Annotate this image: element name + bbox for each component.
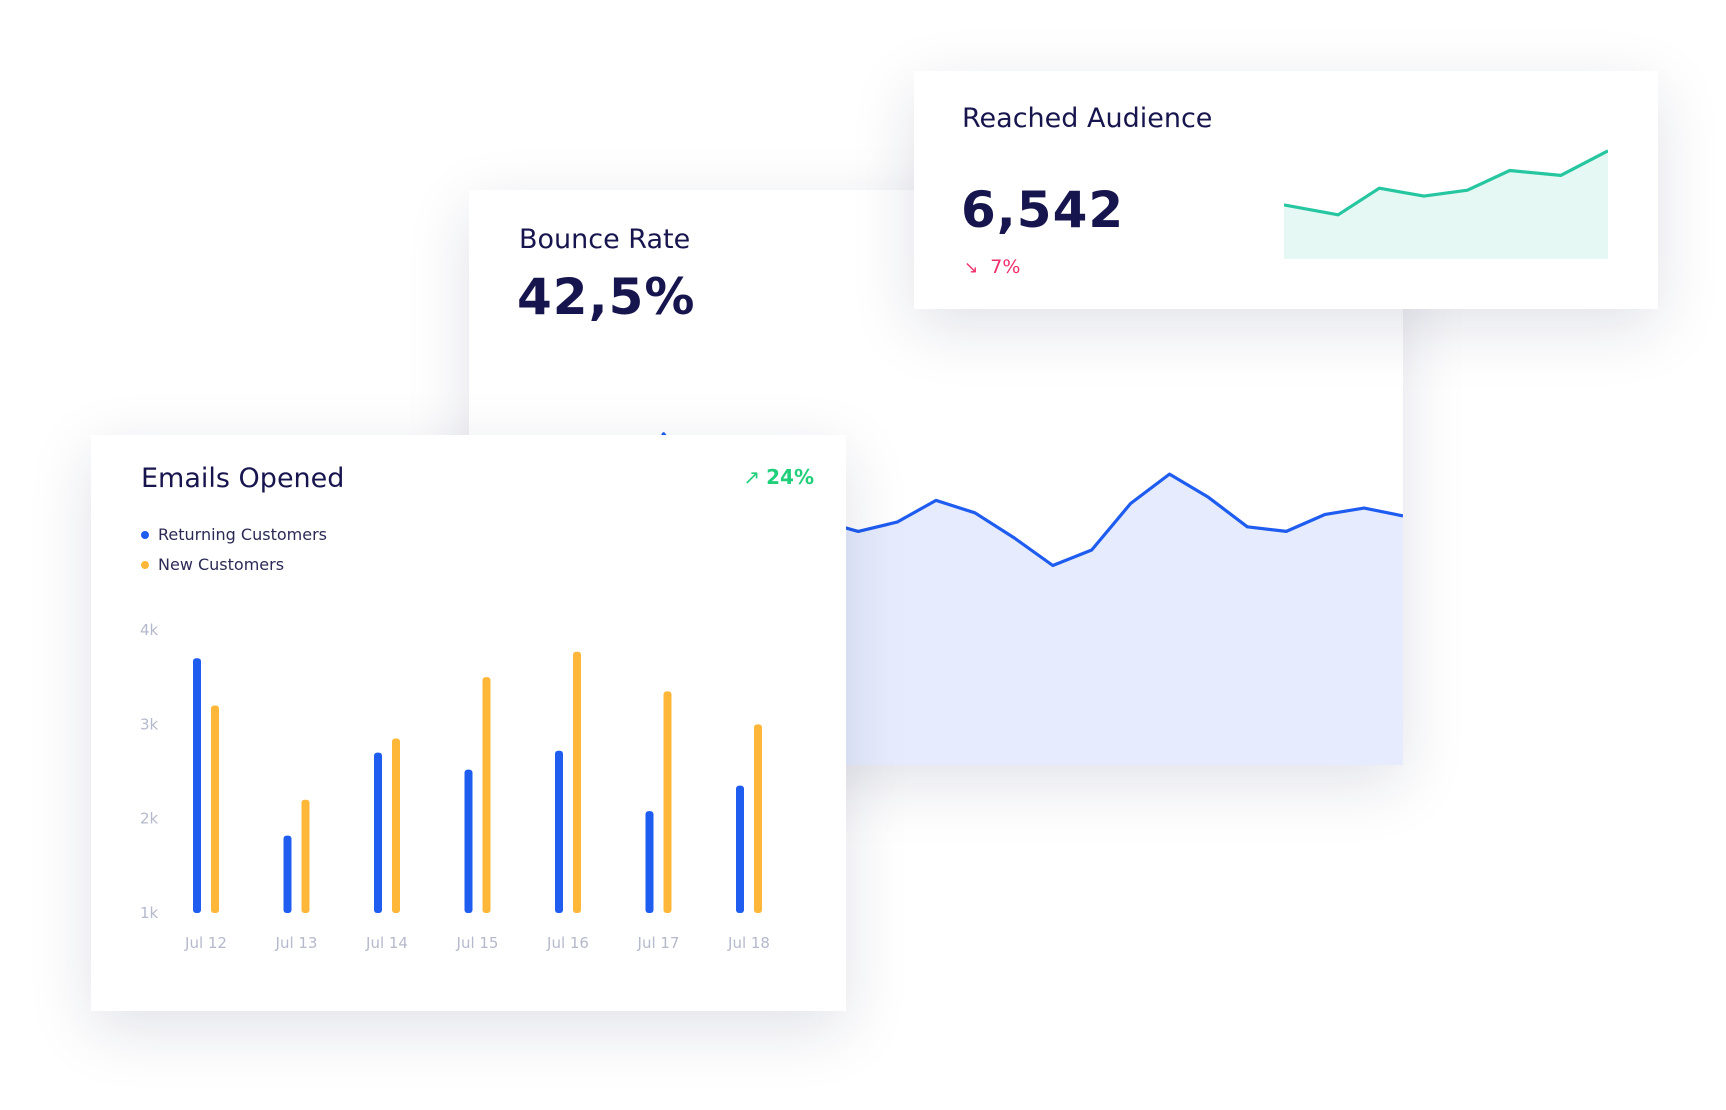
y-tick-label: 2k (140, 810, 159, 828)
bar-new-customers (392, 738, 400, 913)
reached-audience-title: Reached Audience (962, 103, 1213, 134)
bar-returning-customers (374, 752, 382, 913)
bar-returning-customers (555, 750, 563, 913)
bar-new-customers (754, 724, 762, 913)
legend-label-new: New Customers (158, 555, 285, 574)
bar-new-customers (663, 691, 672, 913)
legend-dot-returning (141, 530, 149, 539)
emails-opened-change: ↗ 24% (743, 465, 814, 489)
bar-returning-customers (193, 658, 201, 913)
reached-audience-line (1284, 149, 1608, 217)
bar-returning-customers (464, 769, 473, 913)
x-tick-label: Jul 15 (456, 934, 499, 952)
bar-returning-customers (645, 811, 654, 913)
bounce-rate-title: Bounce Rate (519, 224, 691, 255)
bar-returning-customers (736, 785, 744, 913)
emails-opened-card: 4k 3k 2k 1k Jul 12 Jul 13 Jul 14 Jul 15 Jul 16 Ju… (91, 435, 846, 1011)
emails-opened-change-value: 24% (766, 465, 814, 489)
bounce-rate-value: 42,5% (517, 268, 696, 326)
reached-audience-area (1284, 150, 1608, 259)
legend-label-returning: Returning Customers (158, 525, 327, 544)
reached-audience-sparkline (1284, 149, 1608, 259)
bar-new-customers (482, 677, 491, 913)
reached-audience-value: 6,542 (961, 181, 1125, 239)
x-tick-label: Jul 14 (365, 934, 408, 952)
x-tick-label: Jul 12 (184, 934, 227, 952)
bar-new-customers (211, 705, 219, 913)
emails-opened-chart: 4k 3k 2k 1k Jul 12 Jul 13 Jul 14 Jul 15 Jul 16 Ju… (140, 621, 770, 952)
legend-new-customers: New Customers (141, 555, 284, 574)
x-tick-label: Jul 17 (637, 934, 680, 952)
emails-opened-title: Emails Opened (141, 463, 345, 494)
reached-audience-change: ↘ 7% (964, 256, 1020, 278)
y-tick-label: 3k (140, 715, 159, 733)
y-tick-label: 1k (140, 904, 159, 922)
bar-new-customers (301, 799, 310, 913)
x-tick-label: Jul 13 (275, 934, 318, 952)
reached-audience-change-value: 7% (990, 256, 1021, 278)
y-tick-label: 4k (140, 621, 159, 639)
bar-new-customers (573, 651, 581, 913)
arrow-down-right-icon: ↘ (964, 258, 979, 278)
reached-audience-card: Reached Audience 6,542 ↘ 7% (914, 71, 1658, 309)
legend-dot-new (141, 560, 149, 569)
legend-returning-customers: Returning Customers (141, 525, 327, 544)
arrow-up-right-icon: ↗ (743, 465, 761, 489)
x-tick-label: Jul 18 (727, 934, 770, 952)
bar-returning-customers (283, 835, 292, 913)
x-tick-label: Jul 16 (546, 934, 589, 952)
